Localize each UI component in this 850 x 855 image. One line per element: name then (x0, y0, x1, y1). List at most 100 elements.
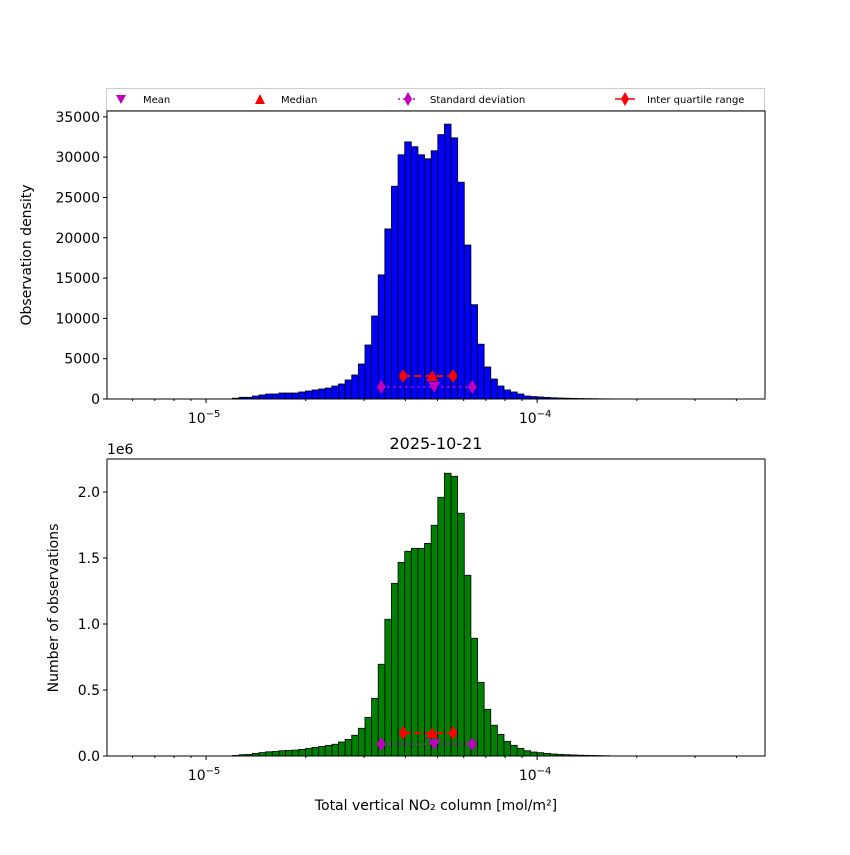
top-histogram-bar (332, 386, 339, 399)
bottom-y-tick-label: 2.0 (78, 485, 100, 501)
bottom-y-tick-label: 1.5 (78, 551, 100, 567)
top-y-tick-label: 10000 (55, 311, 100, 327)
offset-label: 1e6 (107, 442, 134, 458)
bottom-y-axis-label: Number of observations (46, 524, 62, 693)
legend-std-label: Standard deviation (430, 95, 525, 106)
bottom-histogram-bar (524, 751, 531, 756)
top-histogram-bar (338, 384, 345, 399)
top-histogram-bar (305, 391, 312, 399)
bottom-histogram-bar (425, 543, 432, 756)
bottom-histogram-bar (365, 717, 372, 756)
top-histogram-bar (365, 345, 372, 399)
bottom-histogram-bar (338, 742, 345, 756)
top-histogram (233, 124, 610, 399)
bottom-histogram-bar (325, 745, 332, 756)
bottom-histogram-bar (292, 750, 299, 756)
bottom-histogram-bar (332, 744, 339, 756)
legend-median-label: Median (281, 95, 317, 106)
top-histogram-bar (425, 159, 432, 399)
top-histogram-bar (378, 275, 385, 399)
bottom-histogram-bar (411, 548, 418, 756)
top-histogram-bar (266, 394, 273, 399)
top-histogram-bar (391, 186, 398, 399)
top-histogram-bar (511, 392, 518, 399)
top-histogram-bar (418, 155, 425, 399)
bottom-y-tick-label: 1.0 (78, 617, 100, 633)
top-histogram-bar (325, 388, 332, 399)
top-histogram-bar (517, 394, 524, 399)
bottom-histogram-bar (319, 746, 326, 756)
bottom-histogram-bar (385, 619, 392, 756)
top-histogram-bar (286, 393, 293, 399)
top-histogram-bar (451, 138, 458, 399)
bottom-histogram-bar (431, 525, 438, 756)
bottom-histogram-bar (530, 752, 537, 756)
top-histogram-bar (491, 379, 498, 399)
bottom-histogram-bar (504, 741, 511, 756)
bottom-histogram-bar (305, 748, 312, 756)
bottom-chart-title: 2025-10-21 (390, 434, 483, 453)
bottom-histogram-bar (418, 548, 425, 756)
top-histogram-bar (345, 380, 352, 399)
bottom-histogram-bar (478, 682, 485, 756)
top-histogram-bar (405, 142, 412, 399)
top-histogram-bar (504, 390, 511, 399)
bottom-histogram-bar (511, 745, 518, 756)
bottom-y-tick-label: 0.0 (78, 749, 100, 765)
bottom-histogram (233, 473, 610, 756)
bottom-histogram-bar (372, 698, 379, 756)
top-histogram-bar (398, 155, 405, 399)
top-histogram-bar (385, 229, 392, 399)
bottom-histogram-bar (299, 749, 306, 756)
bottom-histogram-bar (438, 497, 445, 756)
top-histogram-bar (259, 395, 266, 399)
top-y-tick-label: 35000 (55, 110, 100, 126)
top-y-axis-label: Observation density (19, 184, 35, 325)
bottom-histogram-bar (444, 473, 451, 756)
top-histogram-bar (352, 375, 359, 399)
bottom-histogram-bar (352, 735, 359, 756)
bottom-histogram-bar (259, 753, 266, 756)
top-histogram-bar (438, 135, 445, 399)
top-y-tick-label: 5000 (64, 352, 100, 368)
top-y-tick-label: 0 (91, 392, 100, 408)
bottom-histogram-bar (286, 750, 293, 756)
top-histogram-bar (431, 151, 438, 399)
bottom-histogram-bar (266, 752, 273, 756)
bottom-y-tick-label: 0.5 (78, 683, 100, 699)
bottom-x-tick-label: 10−5 (188, 766, 221, 784)
top-histogram-bar (411, 147, 418, 399)
bottom-histogram-bar (464, 575, 471, 756)
top-y-tick-label: 25000 (55, 190, 100, 206)
top-histogram-bar (319, 389, 326, 399)
legend-iqr-label: Inter quartile range (647, 95, 744, 106)
bottom-histogram-bar (272, 752, 279, 756)
top-histogram-bar (312, 390, 319, 399)
top-y-tick-label: 15000 (55, 271, 100, 287)
bottom-histogram-bar (484, 709, 491, 756)
top-y-tick-label: 30000 (55, 150, 100, 166)
x-axis-label: Total vertical NO₂ column [mol/m²] (314, 798, 557, 814)
top-histogram-bar (484, 367, 491, 399)
bottom-histogram-bar (517, 748, 524, 756)
top-histogram-bar (478, 344, 485, 399)
bottom-histogram-bar (451, 476, 458, 756)
top-x-tick-label: 10−4 (519, 409, 552, 427)
top-histogram-bar (292, 393, 299, 399)
top-histogram-bar (444, 124, 451, 399)
top-histogram-bar (497, 386, 504, 399)
top-x-tick-label: 10−5 (188, 409, 221, 427)
top-histogram-bar (279, 393, 286, 399)
top-histogram-bar (272, 394, 279, 399)
bottom-histogram-bar (391, 583, 398, 756)
bottom-histogram-bar (345, 739, 352, 756)
bottom-histogram-bar (312, 747, 319, 756)
bottom-histogram-bar (405, 551, 412, 756)
bottom-histogram-bar (358, 728, 365, 756)
legend-mean-label: Mean (143, 95, 170, 106)
top-histogram-bar (464, 245, 471, 399)
legend: Mean Median Standard deviation Inter qua… (107, 89, 765, 111)
top-histogram-bar (299, 392, 306, 399)
